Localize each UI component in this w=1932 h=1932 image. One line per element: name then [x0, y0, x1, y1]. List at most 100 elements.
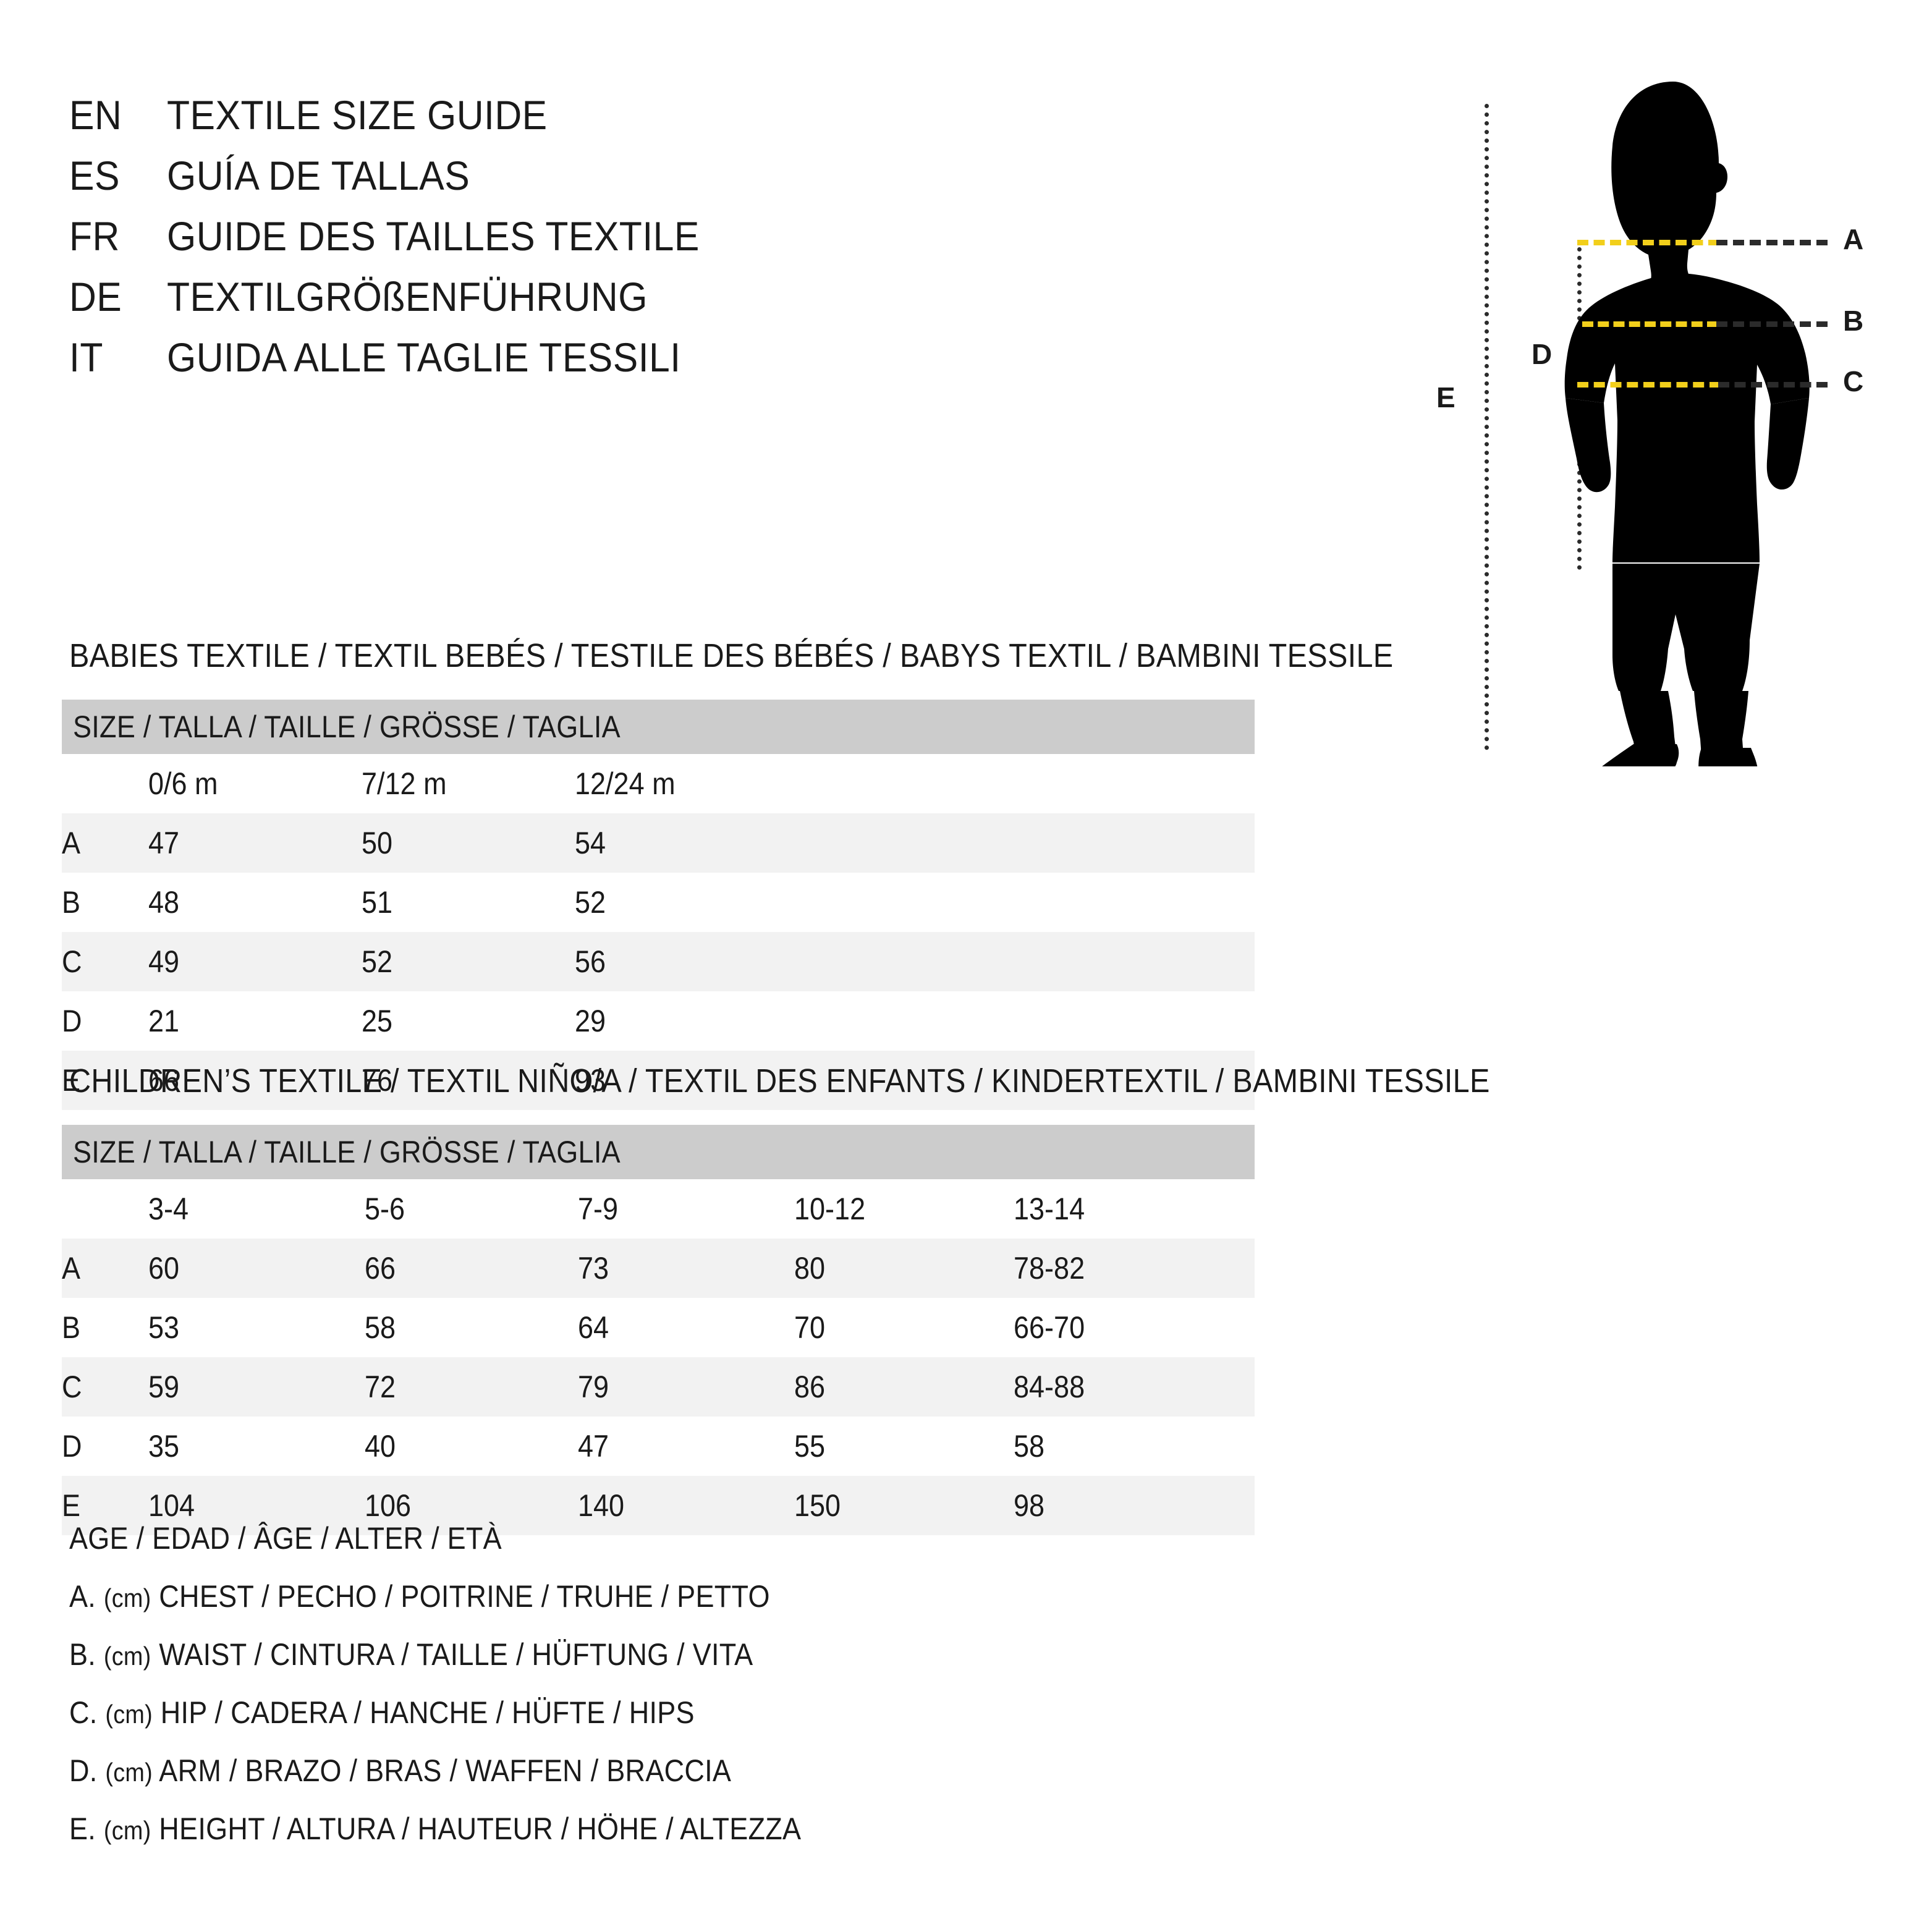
- children-cell-e-1: 106: [365, 1476, 578, 1535]
- language-row-en: EN TEXTILE SIZE GUIDE: [69, 91, 1244, 152]
- children-cell-d-3: 55: [794, 1429, 826, 1464]
- children-cell-b-1: 58: [365, 1310, 396, 1345]
- language-row-es: ES GUÍA DE TALLAS: [69, 152, 1244, 213]
- babies-size-table: SIZE / TALLA / TAILLE / GRÖSSE / TAGLIA …: [62, 700, 1255, 1110]
- hip-measure-line: [1577, 382, 1721, 388]
- language-title-list: EN TEXTILE SIZE GUIDE ES GUÍA DE TALLAS …: [69, 91, 1244, 394]
- children-cell-c-0: 59: [148, 1357, 365, 1417]
- chest-measure-line: [1577, 240, 1719, 245]
- legend-unit-b: (cm): [103, 1642, 151, 1671]
- language-title-de: TEXTILGRÖßENFÜHRUNG: [167, 274, 648, 320]
- waist-measure-line: [1582, 321, 1718, 327]
- language-title-it: GUIDA ALLE TAGLIE TESSILI: [167, 334, 681, 380]
- babies-cell-d-0: 21: [148, 1004, 180, 1038]
- children-column-header-4: 13-14: [1014, 1192, 1085, 1226]
- children-row-label-e: E: [62, 1476, 148, 1535]
- babies-cell-a-1: 50: [362, 813, 575, 873]
- legend-row-a: A. (cm) CHEST / PECHO / POITRINE / TRUHE…: [69, 1578, 1305, 1637]
- babies-cell-c-0: 49: [148, 932, 362, 991]
- marker-label-b: B: [1843, 305, 1864, 337]
- legend-key-e: E.: [69, 1811, 96, 1846]
- children-table-header-bar: SIZE / TALLA / TAILLE / GRÖSSE / TAGLIA: [62, 1125, 1255, 1179]
- children-cell-c-1: 72: [365, 1357, 578, 1417]
- children-cell-e-4: 98: [1014, 1476, 1255, 1535]
- children-column-header-1: 5-6: [365, 1192, 405, 1226]
- children-header-label: SIZE / TALLA / TAILLE / GRÖSSE / TAGLIA: [73, 1135, 621, 1169]
- legend-key-a: A.: [69, 1579, 96, 1614]
- table-row: B 48 51 52: [62, 873, 1255, 932]
- chest-leader-line: [1716, 240, 1828, 245]
- legend-text-a: CHEST / PECHO / POITRINE / TRUHE / PETTO: [159, 1579, 770, 1614]
- children-cell-a-3: 80: [794, 1239, 1014, 1298]
- legend-key-b: B.: [69, 1637, 96, 1672]
- waist-leader-line: [1716, 321, 1828, 327]
- babies-header-label: SIZE / TALLA / TAILLE / GRÖSSE / TAGLIA: [73, 710, 621, 744]
- children-cell-e-0: 104: [148, 1476, 365, 1535]
- babies-row-label-b: B: [62, 885, 81, 920]
- babies-cell-e-0: 66: [148, 1051, 362, 1110]
- legend-text-b: WAIST / CINTURA / TAILLE / HÜFTUNG / VIT…: [159, 1637, 753, 1672]
- language-row-fr: FR GUIDE DES TAILLES TEXTILE: [69, 213, 1244, 273]
- children-column-header-row: 3-4 5-6 7-9 10-12 13-14: [62, 1179, 1255, 1239]
- babies-cell-b-1: 51: [362, 885, 393, 920]
- hip-leader-line: [1718, 382, 1828, 388]
- babies-column-header-row: 0/6 m 7/12 m 12/24 m: [62, 754, 1255, 813]
- legend-unit-e: (cm): [103, 1816, 151, 1845]
- legend-key-d: D.: [69, 1753, 98, 1788]
- legend-age-text: AGE / EDAD / ÂGE / ALTER / ETÀ: [69, 1521, 502, 1556]
- babies-row-label-e: E: [62, 1051, 148, 1110]
- table-row: A 60 66 73 80 78-82: [62, 1239, 1255, 1298]
- babies-cell-e-2: 93: [575, 1051, 1255, 1110]
- language-code-it: IT: [69, 334, 103, 380]
- child-silhouette-icon: [1530, 74, 1826, 766]
- children-cell-c-2: 79: [578, 1357, 794, 1417]
- children-cell-c-3: 86: [794, 1357, 1014, 1417]
- legend-text-d: ARM / BRAZO / BRAS / WAFFEN / BRACCIA: [159, 1753, 732, 1788]
- children-cell-a-4: 78-82: [1014, 1239, 1255, 1298]
- children-cell-b-2: 64: [578, 1310, 609, 1345]
- legend-key-c: C.: [69, 1695, 98, 1730]
- children-cell-d-2: 47: [578, 1429, 609, 1464]
- babies-cell-a-0: 47: [148, 813, 362, 873]
- children-cell-a-0: 60: [148, 1239, 365, 1298]
- height-guide-line: [1485, 104, 1489, 750]
- babies-column-header-2: 12/24 m: [575, 766, 676, 801]
- babies-cell-b-0: 48: [148, 885, 180, 920]
- children-cell-d-4: 58: [1014, 1429, 1045, 1464]
- children-column-header-3: 10-12: [794, 1192, 866, 1226]
- children-cell-c-4: 84-88: [1014, 1357, 1255, 1417]
- babies-cell-b-2: 52: [575, 885, 606, 920]
- legend-row-b: B. (cm) WAIST / CINTURA / TAILLE / HÜFTU…: [69, 1637, 1305, 1695]
- children-cell-b-4: 66-70: [1014, 1310, 1085, 1345]
- babies-column-header-0: 0/6 m: [148, 766, 218, 801]
- babies-cell-a-2: 54: [575, 813, 1255, 873]
- children-cell-e-3: 150: [794, 1476, 1014, 1535]
- language-title-fr: GUIDE DES TAILLES TEXTILE: [167, 213, 700, 259]
- children-column-header-2: 7-9: [578, 1192, 619, 1226]
- babies-cell-e-1: 76: [362, 1051, 575, 1110]
- table-row: E 66 76 93: [62, 1051, 1255, 1110]
- babies-row-label-c: C: [62, 932, 148, 991]
- language-code-es: ES: [69, 153, 120, 198]
- table-row: B 53 58 64 70 66-70: [62, 1298, 1255, 1357]
- children-cell-e-2: 140: [578, 1476, 794, 1535]
- marker-label-e: E: [1436, 381, 1455, 413]
- table-row: D 35 40 47 55 58: [62, 1417, 1255, 1476]
- legend-text-c: HIP / CADERA / HANCHE / HÜFTE / HIPS: [160, 1695, 695, 1730]
- legend-row-c: C. (cm) HIP / CADERA / HANCHE / HÜFTE / …: [69, 1695, 1305, 1753]
- babies-cell-d-1: 25: [362, 1004, 393, 1038]
- babies-cell-c-2: 56: [575, 932, 1255, 991]
- marker-label-c: C: [1843, 365, 1864, 397]
- language-row-de: DE TEXTILGRÖßENFÜHRUNG: [69, 273, 1244, 334]
- legend-text-e: HEIGHT / ALTURA / HAUTEUR / HÖHE / ALTEZ…: [159, 1811, 802, 1846]
- children-row-label-b: B: [62, 1310, 81, 1345]
- language-title-en: TEXTILE SIZE GUIDE: [167, 92, 548, 138]
- measurement-diagram: E D: [1415, 74, 1932, 773]
- table-row: A 47 50 54: [62, 813, 1255, 873]
- children-cell-b-3: 70: [794, 1310, 826, 1345]
- children-size-table: SIZE / TALLA / TAILLE / GRÖSSE / TAGLIA …: [62, 1125, 1255, 1535]
- legend-unit-c: (cm): [105, 1700, 153, 1729]
- babies-column-header-1: 7/12 m: [362, 766, 447, 801]
- children-cell-a-2: 73: [578, 1239, 794, 1298]
